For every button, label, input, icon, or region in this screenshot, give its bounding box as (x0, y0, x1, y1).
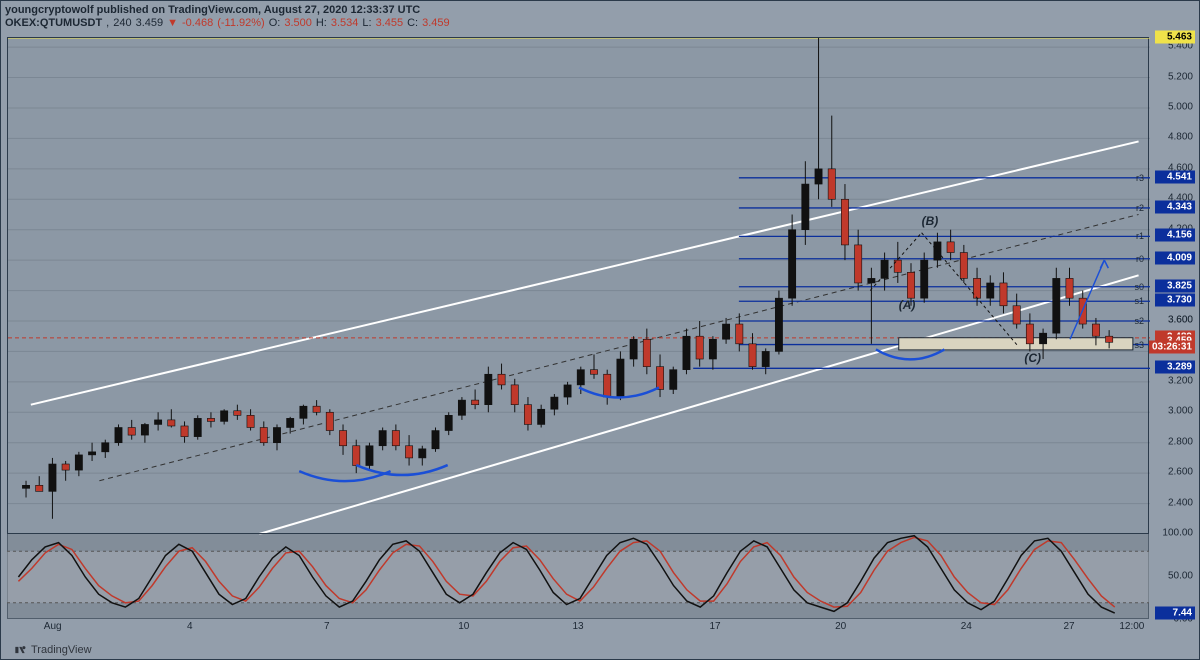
interval-label: 240 (113, 17, 131, 29)
price-chart-pane[interactable]: (A) (B) (C) r3 r2 r1 r0 s0 s1 s2 s3 (7, 37, 1149, 619)
price-tag: 4.541 (1155, 170, 1195, 183)
osc-tick: 100.00 (1162, 528, 1193, 539)
oscillator-pane[interactable] (7, 533, 1149, 619)
price-tick: 5.200 (1168, 71, 1193, 82)
l-value: 3.455 (376, 17, 404, 29)
price-tag: 03:26:31 (1149, 341, 1195, 354)
price-tick: 3.200 (1168, 375, 1193, 386)
chart-header: youngcryptowolf published on TradingView… (5, 4, 1195, 32)
down-arrow-icon: ▼ (167, 17, 178, 29)
price-tick: 2.600 (1168, 467, 1193, 478)
pivot-label: s3 (1134, 340, 1144, 350)
c-label: C: (407, 17, 418, 29)
time-tick: 27 (1063, 621, 1074, 632)
symbol-label: OKEX:QTUMUSDT (5, 17, 102, 29)
price-tag: 3.825 (1155, 279, 1195, 292)
time-tick: 13 (572, 621, 583, 632)
pivot-label: s0 (1134, 282, 1144, 292)
pivot-label: r0 (1136, 254, 1144, 264)
price-tag: 5.463 (1155, 30, 1195, 43)
pivot-label: r2 (1136, 203, 1144, 213)
price-tag: 3.289 (1155, 361, 1195, 374)
osc-tick: 50.00 (1168, 571, 1193, 582)
time-tick: 20 (835, 621, 846, 632)
h-label: H: (316, 17, 327, 29)
wave-label: (B) (922, 214, 939, 228)
oscillator-svg (7, 534, 1149, 620)
time-axis: Aug 4 7 10 13 17 20 24 27 12:00 (7, 621, 1149, 641)
c-value: 3.459 (422, 17, 450, 29)
watermark-text: TradingView (31, 644, 92, 656)
price-tag: 4.009 (1155, 251, 1195, 264)
price-tick: 4.800 (1168, 132, 1193, 143)
wave-label: (A) (899, 298, 916, 312)
publish-line: youngcryptowolf published on TradingView… (5, 4, 420, 16)
tradingview-icon (13, 643, 27, 657)
price-tick: 3.000 (1168, 406, 1193, 417)
time-tick: 17 (709, 621, 720, 632)
pivot-label: s1 (1134, 296, 1144, 306)
tradingview-watermark: TradingView (13, 643, 92, 657)
pivot-label: r3 (1136, 173, 1144, 183)
chart-container: youngcryptowolf published on TradingView… (0, 0, 1200, 660)
price-tag: 4.156 (1155, 229, 1195, 242)
l-label: L: (362, 17, 371, 29)
time-tick: 10 (458, 621, 469, 632)
change-abs: -0.468 (182, 17, 213, 29)
o-label: O: (269, 17, 281, 29)
oscillator-axis: 100.0050.000.007.44 (1151, 533, 1195, 619)
time-tick: 12:00 (1119, 621, 1144, 632)
time-tick: 24 (961, 621, 972, 632)
price-tick: 2.800 (1168, 436, 1193, 447)
price-tag: 4.343 (1155, 200, 1195, 213)
change-pct: (-11.92%) (217, 17, 264, 29)
pivot-label: r1 (1136, 231, 1144, 241)
time-tick: 7 (324, 621, 330, 632)
wave-label: (C) (1024, 351, 1041, 365)
time-tick: Aug (44, 621, 62, 632)
price-tick: 3.600 (1168, 314, 1193, 325)
price-tick: 5.000 (1168, 101, 1193, 112)
last-price: 3.459 (136, 17, 164, 29)
price-tick: 2.400 (1168, 497, 1193, 508)
osc-tag: 7.44 (1155, 606, 1195, 619)
pivot-label: s2 (1134, 316, 1144, 326)
h-value: 3.534 (331, 17, 359, 29)
time-tick: 4 (187, 621, 193, 632)
price-tag: 3.730 (1155, 294, 1195, 307)
o-value: 3.500 (284, 17, 312, 29)
